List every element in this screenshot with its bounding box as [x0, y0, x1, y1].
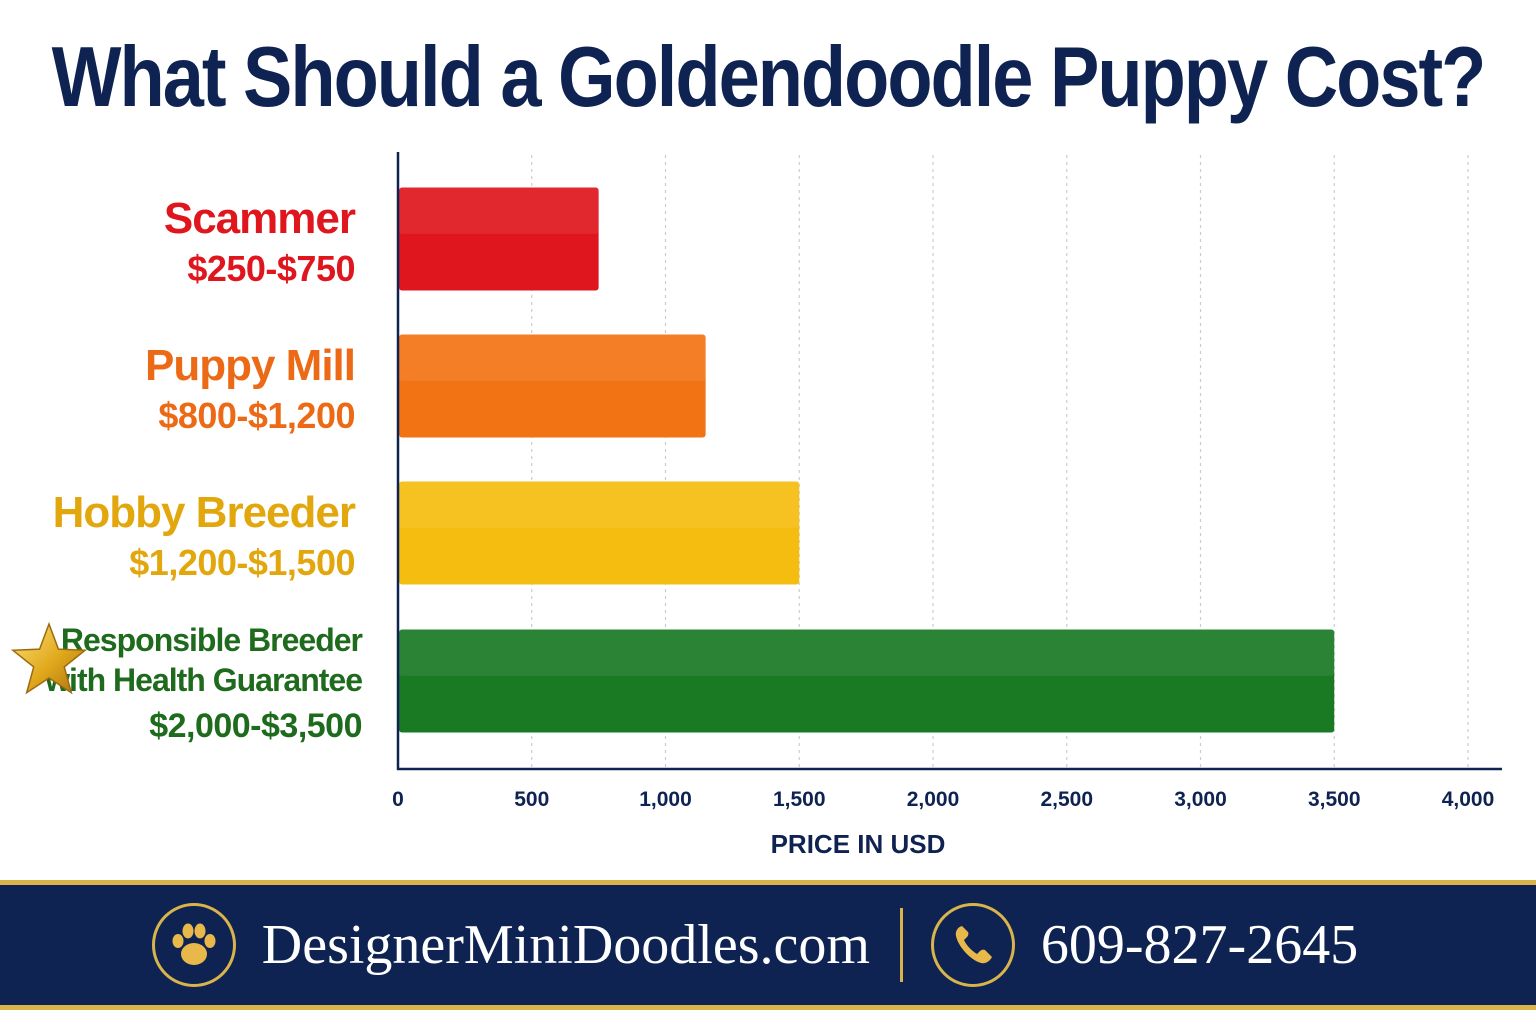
- website-text[interactable]: DesignerMiniDoodles.com: [261, 914, 870, 976]
- bar-highlight: [399, 481, 800, 528]
- x-tick-label: 0: [392, 788, 404, 811]
- star-icon: [10, 621, 88, 695]
- category-label: Hobby Breeder: [53, 488, 356, 537]
- x-tick-label: 1,000: [639, 788, 692, 811]
- phone-icon: [930, 903, 1015, 987]
- x-tick-label: 2,000: [907, 788, 960, 811]
- x-tick-label: 1,500: [773, 788, 826, 811]
- bar-highlight: [399, 629, 1335, 676]
- category-label: Puppy Mill: [145, 341, 355, 390]
- range-label: $250-$750: [187, 248, 355, 289]
- range-label: $2,000-$3,500: [149, 707, 362, 745]
- x-tick-label: 3,500: [1308, 788, 1361, 811]
- bar: [399, 187, 599, 291]
- phone-number[interactable]: 609-827-2645: [1040, 914, 1359, 976]
- bar-chart: Scammer $250-$750 Puppy Mill $800-$1,200 Hob…: [10, 152, 1502, 859]
- range-label: $800-$1,200: [158, 395, 355, 436]
- x-tick-label: 500: [514, 788, 549, 811]
- x-tick-label: 2,500: [1040, 788, 1093, 811]
- x-tick-label: 4,000: [1442, 788, 1495, 811]
- x-tick-label: 3,000: [1174, 788, 1227, 811]
- bar: [399, 629, 1335, 733]
- category-label: with Health Guarantee: [44, 662, 362, 698]
- x-axis-title: PRICE IN USD: [771, 829, 946, 859]
- footer-banner: DesignerMiniDoodles.com 609-827-2645: [0, 880, 1536, 1010]
- bar: [399, 334, 706, 438]
- chart-title: What Should a Goldendoodle Puppy Cost?: [51, 29, 1487, 125]
- category-label: Responsible Breeder: [61, 622, 363, 658]
- footer-divider: [899, 908, 903, 982]
- bar: [399, 481, 800, 585]
- bar-highlight: [399, 334, 706, 381]
- category-label: Scammer: [164, 194, 356, 243]
- paw-icon: [151, 903, 236, 987]
- bar-highlight: [399, 187, 599, 234]
- range-label: $1,200-$1,500: [129, 542, 355, 583]
